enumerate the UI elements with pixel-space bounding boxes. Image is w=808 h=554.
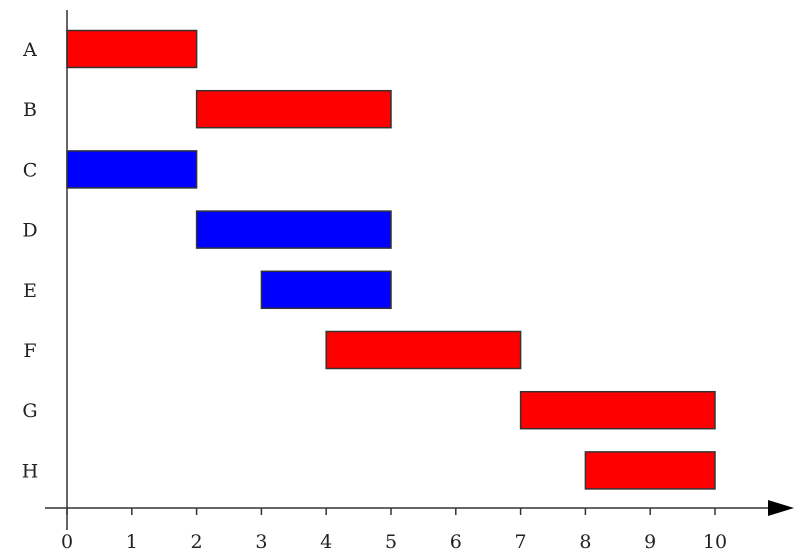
bar-h (584, 451, 716, 490)
bar-b (195, 89, 392, 129)
bar-e (260, 270, 392, 310)
bar-a (66, 29, 198, 69)
x-tick-label: 0 (61, 531, 73, 553)
category-label-f: F (23, 340, 36, 362)
bar-d (195, 210, 392, 249)
x-tick-label: 5 (385, 531, 397, 553)
category-labels-group: A B C D E F G H (22, 39, 39, 482)
x-axis-arrowhead (768, 500, 794, 516)
x-tick-label: 8 (579, 531, 591, 553)
x-tick-label: 1 (126, 531, 138, 553)
category-label-d: D (22, 220, 37, 242)
x-tick-label: 4 (320, 531, 332, 553)
category-label-b: B (23, 99, 37, 121)
x-tick-label: 6 (450, 531, 462, 553)
x-tick-label: 3 (255, 531, 267, 553)
x-tick-label: 2 (191, 531, 203, 553)
category-label-g: G (22, 400, 37, 422)
bar-f (325, 330, 522, 370)
category-label-h: H (22, 460, 39, 482)
x-tick-label: 7 (515, 531, 527, 553)
category-label-c: C (23, 159, 38, 181)
x-ticks-group: 0 1 2 3 4 5 6 7 8 9 10 (61, 508, 727, 553)
category-label-e: E (23, 280, 37, 302)
category-label-a: A (22, 39, 37, 61)
x-tick-label: 9 (644, 531, 656, 553)
bar-c (66, 150, 198, 189)
x-tick-label: 10 (703, 531, 727, 553)
bars-group (66, 29, 716, 490)
bar-g (519, 390, 716, 430)
